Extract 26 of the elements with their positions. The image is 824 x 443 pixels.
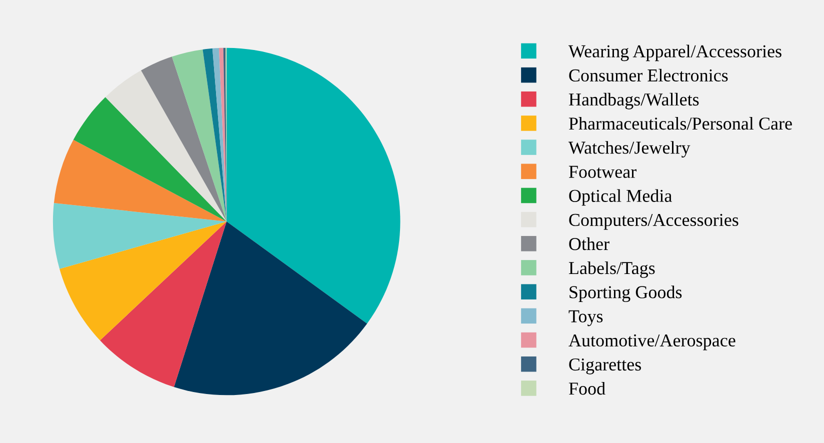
legend-label: Automotive/Aerospace xyxy=(568,334,736,350)
legend-label: Labels/Tags xyxy=(568,261,655,278)
legend-label: Cigarettes xyxy=(569,358,641,374)
legend-label: Watches/Jewelry xyxy=(568,141,690,158)
legend-label: Pharmaceuticals/Personal Care xyxy=(568,117,792,130)
pie-slice xyxy=(202,48,227,222)
pie-slice xyxy=(73,97,227,222)
pie-slice xyxy=(226,48,400,324)
pie-slice xyxy=(54,140,227,222)
legend-label: Consumer Electronics xyxy=(569,68,728,82)
legend-label: Food xyxy=(568,382,606,395)
legend-label: Optical Media xyxy=(569,189,672,206)
legend-label: Footwear xyxy=(568,166,636,178)
pie-slice xyxy=(174,222,368,396)
pie-slice xyxy=(172,50,227,222)
legend-label: Wearing Apparel/Accessories xyxy=(568,44,782,62)
legend-label: Computers/Accessories xyxy=(569,214,738,230)
pie-slice xyxy=(52,202,227,269)
legend-label: Sporting Goods xyxy=(570,286,682,302)
pie-slice xyxy=(141,56,227,222)
pie-slice xyxy=(105,70,227,222)
legend-label: Toys xyxy=(568,310,603,326)
pie-slice xyxy=(100,222,227,387)
pie-slice xyxy=(60,222,227,340)
legend-label: Other xyxy=(569,237,610,250)
legend-label: Handbags/Wallets xyxy=(568,92,699,110)
